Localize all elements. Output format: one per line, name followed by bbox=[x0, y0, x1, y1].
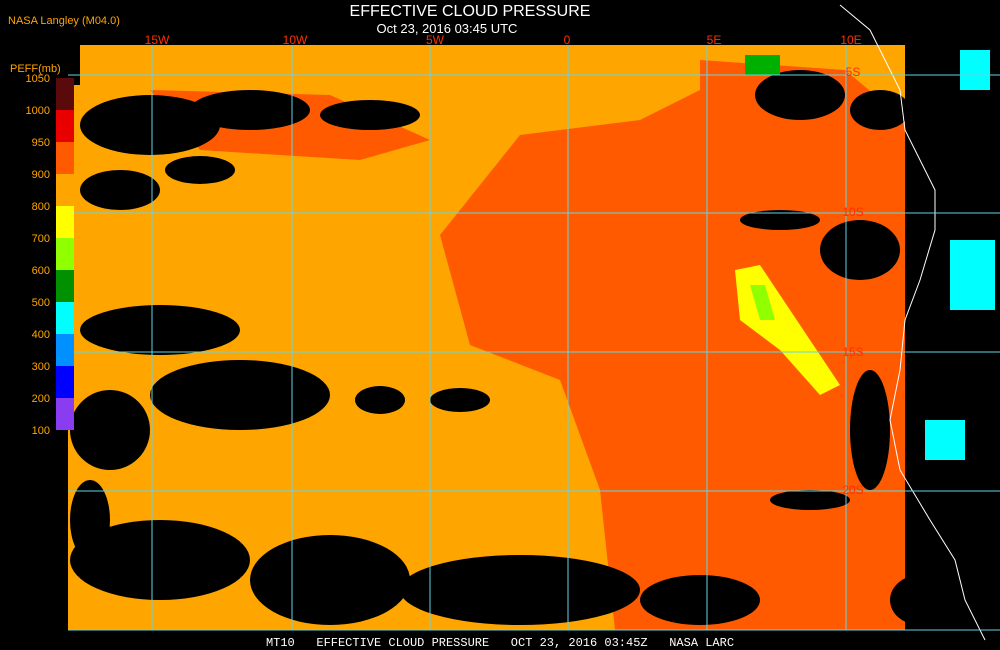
colorbar-label: 1050 bbox=[26, 73, 50, 85]
colorbar-swatch bbox=[56, 366, 74, 398]
colorbar-label: 200 bbox=[32, 393, 50, 405]
colorbar-swatch bbox=[56, 206, 74, 238]
longitude-label: 5W bbox=[426, 33, 445, 47]
colorbar-label: 100 bbox=[32, 425, 50, 437]
colorbar-label: 400 bbox=[32, 329, 50, 341]
latitude-label: 10S bbox=[842, 205, 863, 219]
colorbar-swatch bbox=[56, 238, 74, 270]
colorbar-swatch bbox=[56, 302, 74, 334]
longitude-label: 10W bbox=[283, 33, 308, 47]
colorbar-label: 500 bbox=[32, 297, 50, 309]
colorbar-swatch bbox=[56, 142, 74, 174]
latitude-label: 20S bbox=[842, 483, 863, 497]
colorbar-swatch bbox=[56, 398, 74, 430]
footer: MT10 EFFECTIVE CLOUD PRESSURE OCT 23, 20… bbox=[266, 636, 734, 650]
longitude-label: 10E bbox=[840, 33, 861, 47]
latitude-label: 5S bbox=[846, 65, 861, 79]
timestamp: Oct 23, 2016 03:45 UTC bbox=[377, 21, 518, 36]
colorbar-swatch bbox=[56, 174, 74, 206]
colorbar-label: 600 bbox=[32, 265, 50, 277]
colorbar-swatch bbox=[56, 78, 74, 110]
colorbar-label: 1000 bbox=[26, 105, 50, 117]
colorbar-swatch bbox=[56, 110, 74, 142]
cloud-field bbox=[68, 4, 1000, 641]
colorbar-label: 900 bbox=[32, 169, 50, 181]
colorbar-swatch bbox=[56, 270, 74, 302]
colorbar-label: 800 bbox=[32, 201, 50, 213]
graticule bbox=[68, 45, 1000, 631]
source-label: NASA Langley (M04.0) bbox=[8, 15, 120, 27]
colorbar-title: PEFF(mb) bbox=[10, 63, 61, 75]
longitude-label: 5E bbox=[707, 33, 722, 47]
longitude-label: 0 bbox=[564, 33, 571, 47]
title: EFFECTIVE CLOUD PRESSURE bbox=[350, 3, 591, 20]
longitude-label: 15W bbox=[145, 33, 170, 47]
latitude-label: 15S bbox=[842, 345, 863, 359]
colorbar-label: 300 bbox=[32, 361, 50, 373]
colorbar-swatch bbox=[56, 334, 74, 366]
colorbar-label: 700 bbox=[32, 233, 50, 245]
colorbar-label: 950 bbox=[32, 137, 50, 149]
